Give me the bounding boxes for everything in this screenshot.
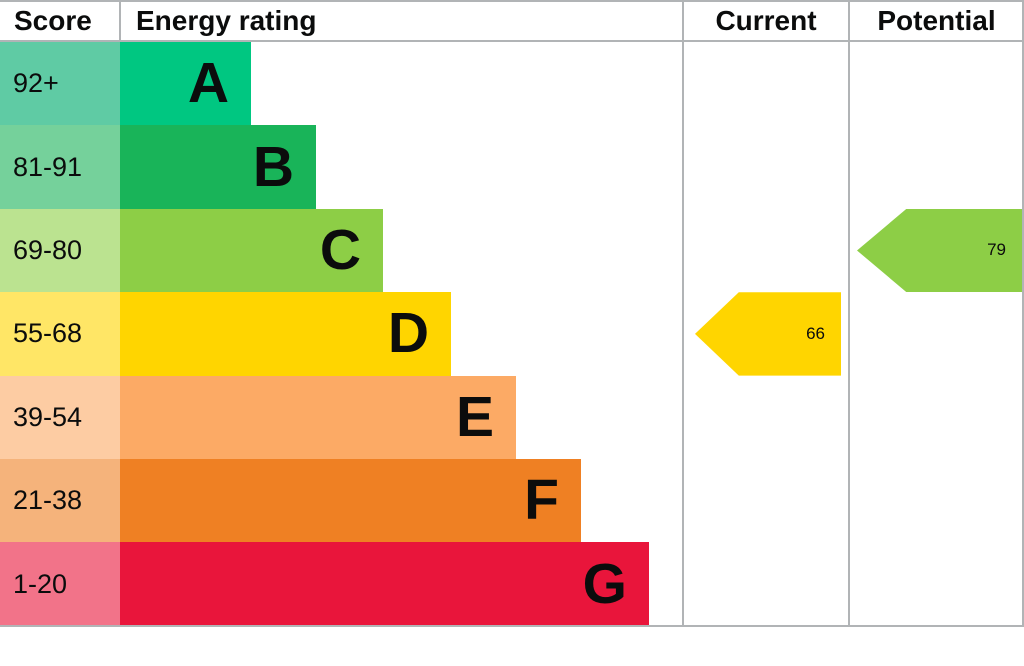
potential-rating-value: 79: [987, 240, 1006, 260]
band-letter-d: D: [387, 301, 429, 366]
band-row-f: 21-38 F: [0, 458, 683, 543]
potential-column-header: Potential: [877, 5, 996, 36]
band-letter-f: F: [524, 468, 559, 533]
score-range-b: 81-91: [0, 125, 120, 209]
header-divider-line: [0, 40, 1024, 42]
band-row-c: 69-80 C: [0, 208, 683, 293]
band-bar-f: F: [120, 458, 581, 543]
score-range-g: 1-20: [0, 542, 120, 626]
score-range-a: 92+: [0, 42, 120, 126]
band-letter-b: B: [252, 134, 294, 199]
score-rating-header-divider: [119, 0, 121, 42]
band-bar-b: B: [120, 125, 316, 209]
current-rating-value: 66: [806, 323, 825, 343]
band-row-e: 39-54 E: [0, 375, 683, 459]
band-bar-g: G: [120, 542, 649, 626]
score-range-d: 55-68: [0, 292, 120, 376]
current-column-divider: [682, 0, 684, 627]
potential-column-divider: [848, 0, 850, 627]
score-range-f: 21-38: [0, 458, 120, 543]
band-row-b: 81-91 B: [0, 125, 683, 209]
current-rating-arrow: 66: [695, 292, 841, 376]
energy-rating-column-header: Energy rating: [136, 5, 317, 36]
chart-header-row: Score Energy rating Current Potential: [0, 0, 1024, 42]
band-letter-c: C: [319, 217, 361, 282]
band-bar-e: E: [120, 375, 516, 459]
band-bar-a: A: [120, 42, 251, 126]
rating-bands-area: 92+ A 81-91 B 69-80 C 55-68 D 39-54 E 21-38 F 1-20 G: [0, 42, 683, 626]
band-row-g: 1-20 G: [0, 542, 683, 626]
potential-rating-arrow: 79: [857, 208, 1022, 293]
band-bar-d: D: [120, 292, 451, 376]
band-letter-g: G: [582, 551, 627, 616]
band-row-a: 92+ A: [0, 42, 683, 126]
score-column-header: Score: [14, 5, 92, 36]
score-range-e: 39-54: [0, 375, 120, 459]
top-border-line: [0, 0, 1024, 2]
right-border-line: [1022, 0, 1024, 627]
current-column-header: Current: [715, 5, 817, 36]
score-range-c: 69-80: [0, 208, 120, 293]
band-letter-a: A: [187, 51, 229, 116]
band-letter-e: E: [455, 384, 494, 449]
band-bar-c: C: [120, 208, 383, 293]
band-row-d: 55-68 D: [0, 292, 683, 376]
bottom-border-line: [0, 625, 1024, 627]
